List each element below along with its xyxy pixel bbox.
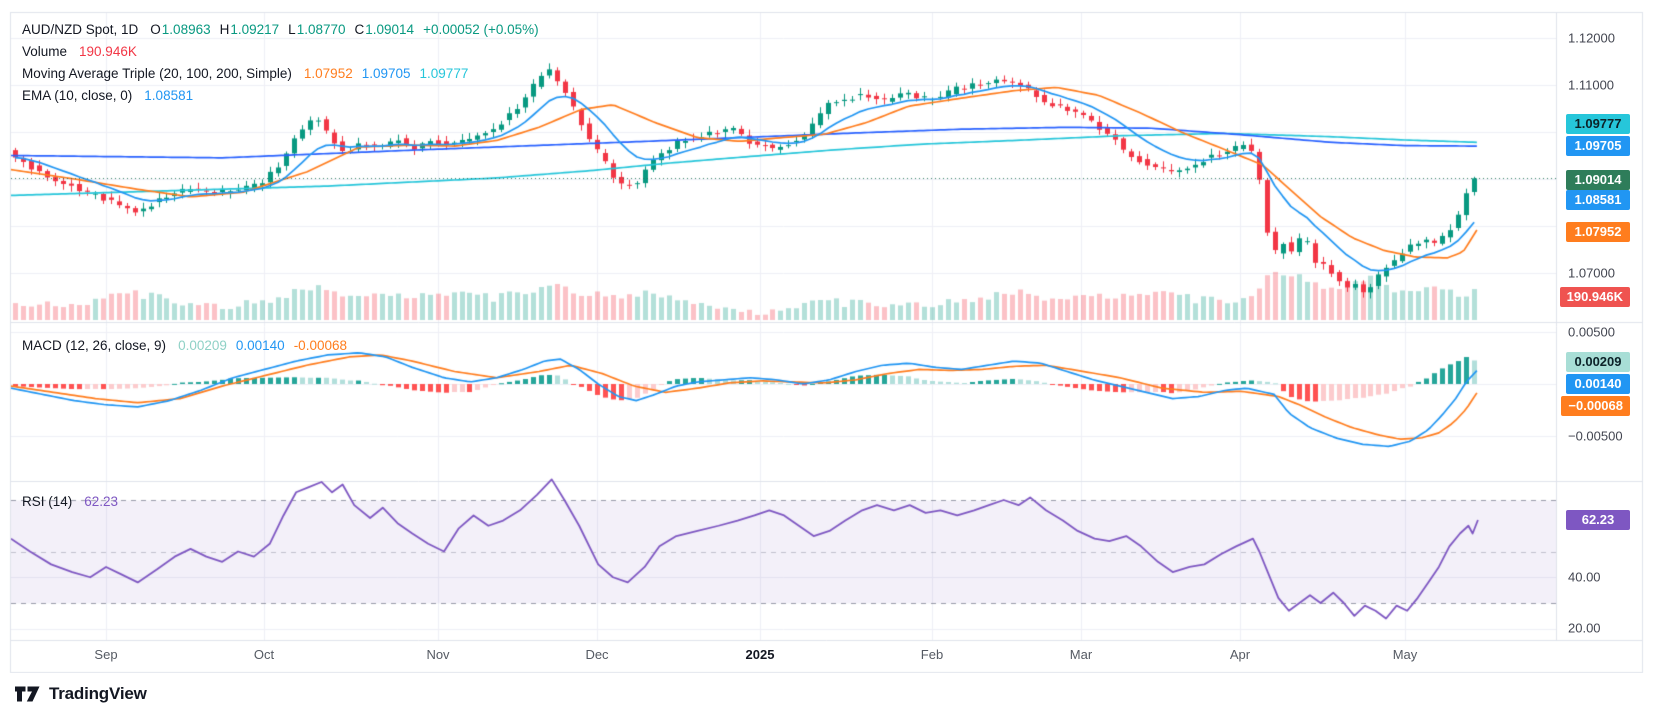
macd-signal-value: -0.00068 xyxy=(293,338,347,353)
macd-legend-row[interactable]: MACD (12, 26, close, 9) 0.00209 0.00140 -0.… xyxy=(22,336,356,356)
rsi-legend-row[interactable]: RSI (14) 62.23 xyxy=(22,492,118,512)
volume-value: 190.946K xyxy=(79,44,137,59)
brand-text: TradingView xyxy=(49,684,147,703)
low-key: L xyxy=(288,22,296,37)
ema-legend-row[interactable]: EMA (10, close, 0) 1.08581 xyxy=(22,86,193,106)
high-key: H xyxy=(219,22,230,37)
ma100-value: 1.09705 xyxy=(361,66,411,81)
low-value: 1.08770 xyxy=(296,22,346,37)
symbol-title: AUD/NZD Spot, 1D xyxy=(22,22,139,37)
open-value: 1.08963 xyxy=(161,22,211,37)
ma20-value: 1.07952 xyxy=(303,66,353,81)
symbol-legend-row[interactable]: AUD/NZD Spot, 1D O1.08963 H1.09217 L1.08770… xyxy=(22,20,539,40)
tradingview-brand[interactable]: TradingView xyxy=(14,684,147,704)
high-value: 1.09217 xyxy=(230,22,280,37)
tradingview-logo-icon xyxy=(14,684,41,704)
volume-legend-row[interactable]: Volume 190.946K xyxy=(22,42,137,62)
close-value: 1.09014 xyxy=(365,22,415,37)
ma200-value: 1.09777 xyxy=(419,66,469,81)
rsi-value: 62.23 xyxy=(84,494,119,509)
ma-triple-label: Moving Average Triple (20, 100, 200, Sim… xyxy=(22,66,292,81)
rsi-label: RSI (14) xyxy=(22,494,73,509)
ma-triple-legend-row[interactable]: Moving Average Triple (20, 100, 200, Sim… xyxy=(22,64,477,84)
macd-line-value: 0.00140 xyxy=(235,338,285,353)
open-key: O xyxy=(150,22,161,37)
volume-label: Volume xyxy=(22,44,68,59)
ema-label: EMA (10, close, 0) xyxy=(22,88,133,103)
macd-hist-value: 0.00209 xyxy=(178,338,227,353)
close-key: C xyxy=(354,22,365,37)
ema-value: 1.08581 xyxy=(144,88,194,103)
macd-label: MACD (12, 26, close, 9) xyxy=(22,338,167,353)
change-value: +0.00052 (+0.05%) xyxy=(423,22,539,37)
